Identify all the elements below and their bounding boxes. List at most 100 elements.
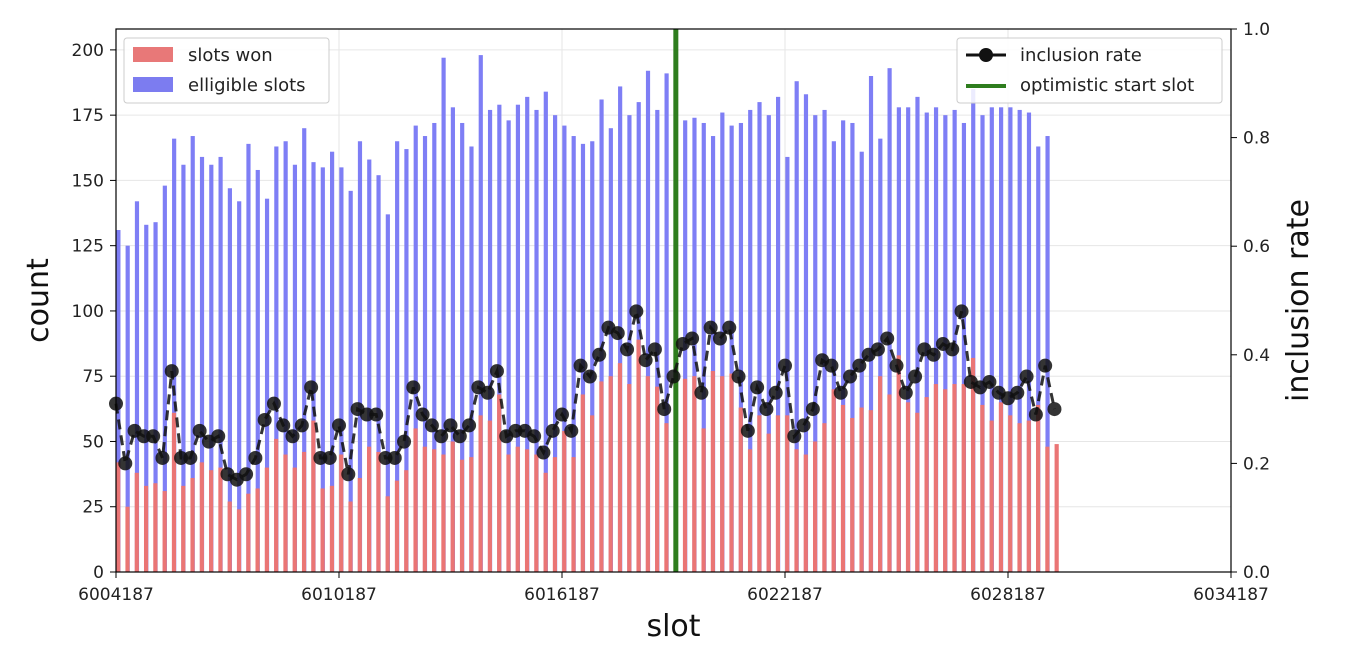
won-bar (803, 454, 808, 572)
inclusion-rate-point (304, 380, 319, 395)
won-bar (878, 376, 883, 572)
won-bar (636, 339, 641, 572)
won-bar (543, 472, 548, 572)
won-bar (989, 420, 994, 572)
y-tick-label: 0 (93, 563, 104, 583)
eligible-bar (757, 102, 762, 572)
y-tick-label: 25 (82, 498, 104, 518)
inclusion-rate-point (805, 402, 820, 417)
won-bar (729, 373, 734, 572)
eligible-bar (1008, 107, 1013, 572)
inclusion-rate-point (555, 407, 569, 422)
won-bar (710, 370, 715, 572)
x-axis-title: slot (646, 609, 700, 644)
x-tick-label: 6004187 (78, 585, 154, 605)
y-tick-label: 75 (82, 367, 104, 387)
inclusion-rate-point (824, 358, 839, 373)
inclusion-rate-point (852, 358, 867, 373)
inclusion-rate-point (685, 331, 700, 346)
won-bar (608, 376, 613, 572)
inclusion-rate-point (1010, 385, 1025, 400)
eligible-bar (822, 109, 827, 572)
won-bar (998, 402, 1004, 572)
won-bar (227, 501, 232, 572)
eligible-bar (302, 128, 307, 573)
eligible-bar (432, 122, 437, 572)
eligible-bar (441, 57, 446, 572)
inclusion-rate-point (1028, 407, 1043, 422)
eligible-bar (999, 107, 1004, 572)
y2-tick-label: 1.0 (1243, 20, 1270, 40)
inclusion-rate-point (582, 369, 597, 384)
won-bar (534, 454, 539, 572)
eligible-bar (209, 164, 214, 572)
eligible-bar (645, 70, 651, 573)
inclusion-rate-point (787, 429, 802, 444)
won-bar (850, 417, 855, 572)
won-bar (1035, 404, 1041, 572)
eligible-bar (395, 141, 400, 572)
x-tick-label: 6028187 (970, 585, 1046, 605)
eligible-bar (283, 141, 288, 572)
inclusion-rate-point (731, 369, 746, 384)
legend-rate-label: inclusion rate (1020, 45, 1142, 66)
eligible-bar (803, 94, 809, 573)
eligible-bar (320, 167, 325, 572)
won-bar (497, 394, 502, 572)
eligible-bar (227, 188, 232, 573)
eligible-bar (460, 122, 465, 572)
eligible-bar (264, 198, 270, 572)
won-bar (469, 457, 474, 572)
y2-tick-label: 0.6 (1243, 237, 1270, 257)
won-bar (980, 404, 985, 572)
inclusion-rate-point (833, 385, 848, 400)
eligible-bar (450, 107, 455, 572)
won-bar (376, 451, 381, 572)
won-bar (171, 412, 177, 572)
eligible-bar (339, 167, 344, 572)
eligible-bar (655, 109, 660, 572)
won-bar (413, 428, 418, 572)
won-bar (153, 483, 158, 572)
legend-eligible-swatch (133, 77, 173, 92)
eligible-bar (710, 136, 716, 572)
won-bars (116, 339, 1059, 572)
y2-axis-title: inclusion rate (1281, 199, 1316, 402)
won-bar (840, 404, 846, 572)
inclusion-rate-point (843, 369, 858, 384)
won-bar (348, 501, 353, 572)
won-bar (738, 407, 743, 572)
eligible-bar (636, 102, 641, 572)
legend-right-box (956, 37, 1223, 104)
eligible-bar (738, 122, 744, 572)
eligible-bar (497, 104, 502, 573)
eligible-bar (961, 122, 967, 572)
won-bar (961, 384, 966, 572)
y-tick-label: 175 (72, 106, 104, 126)
eligible-bar (190, 136, 195, 572)
inclusion-rate-point (406, 380, 421, 395)
y-tick-label: 200 (72, 41, 104, 61)
won-bar (757, 415, 762, 572)
eligible-bar (748, 109, 753, 572)
inclusion-rate-point (415, 407, 430, 422)
eligible-bar (915, 96, 920, 572)
won-bar (952, 384, 957, 572)
plot-frame (115, 28, 1232, 573)
won-bar (357, 478, 362, 572)
inclusion-rate-point (880, 331, 895, 346)
eligible-bar (887, 68, 892, 572)
inclusion-rate-point (694, 385, 709, 400)
inclusion-rate-point (954, 304, 969, 319)
eligible-bar (125, 245, 130, 572)
eligible-bar (1045, 136, 1050, 572)
eligible-bar (562, 125, 567, 573)
eligible-bar (1017, 109, 1022, 572)
won-bar (143, 485, 149, 572)
eligible-bar (989, 107, 994, 572)
x-tick-label: 6010187 (301, 585, 377, 605)
eligible-bar (543, 91, 548, 573)
inclusion-rate-point (740, 423, 755, 438)
eligible-bar (608, 128, 613, 573)
won-bar (366, 446, 372, 572)
